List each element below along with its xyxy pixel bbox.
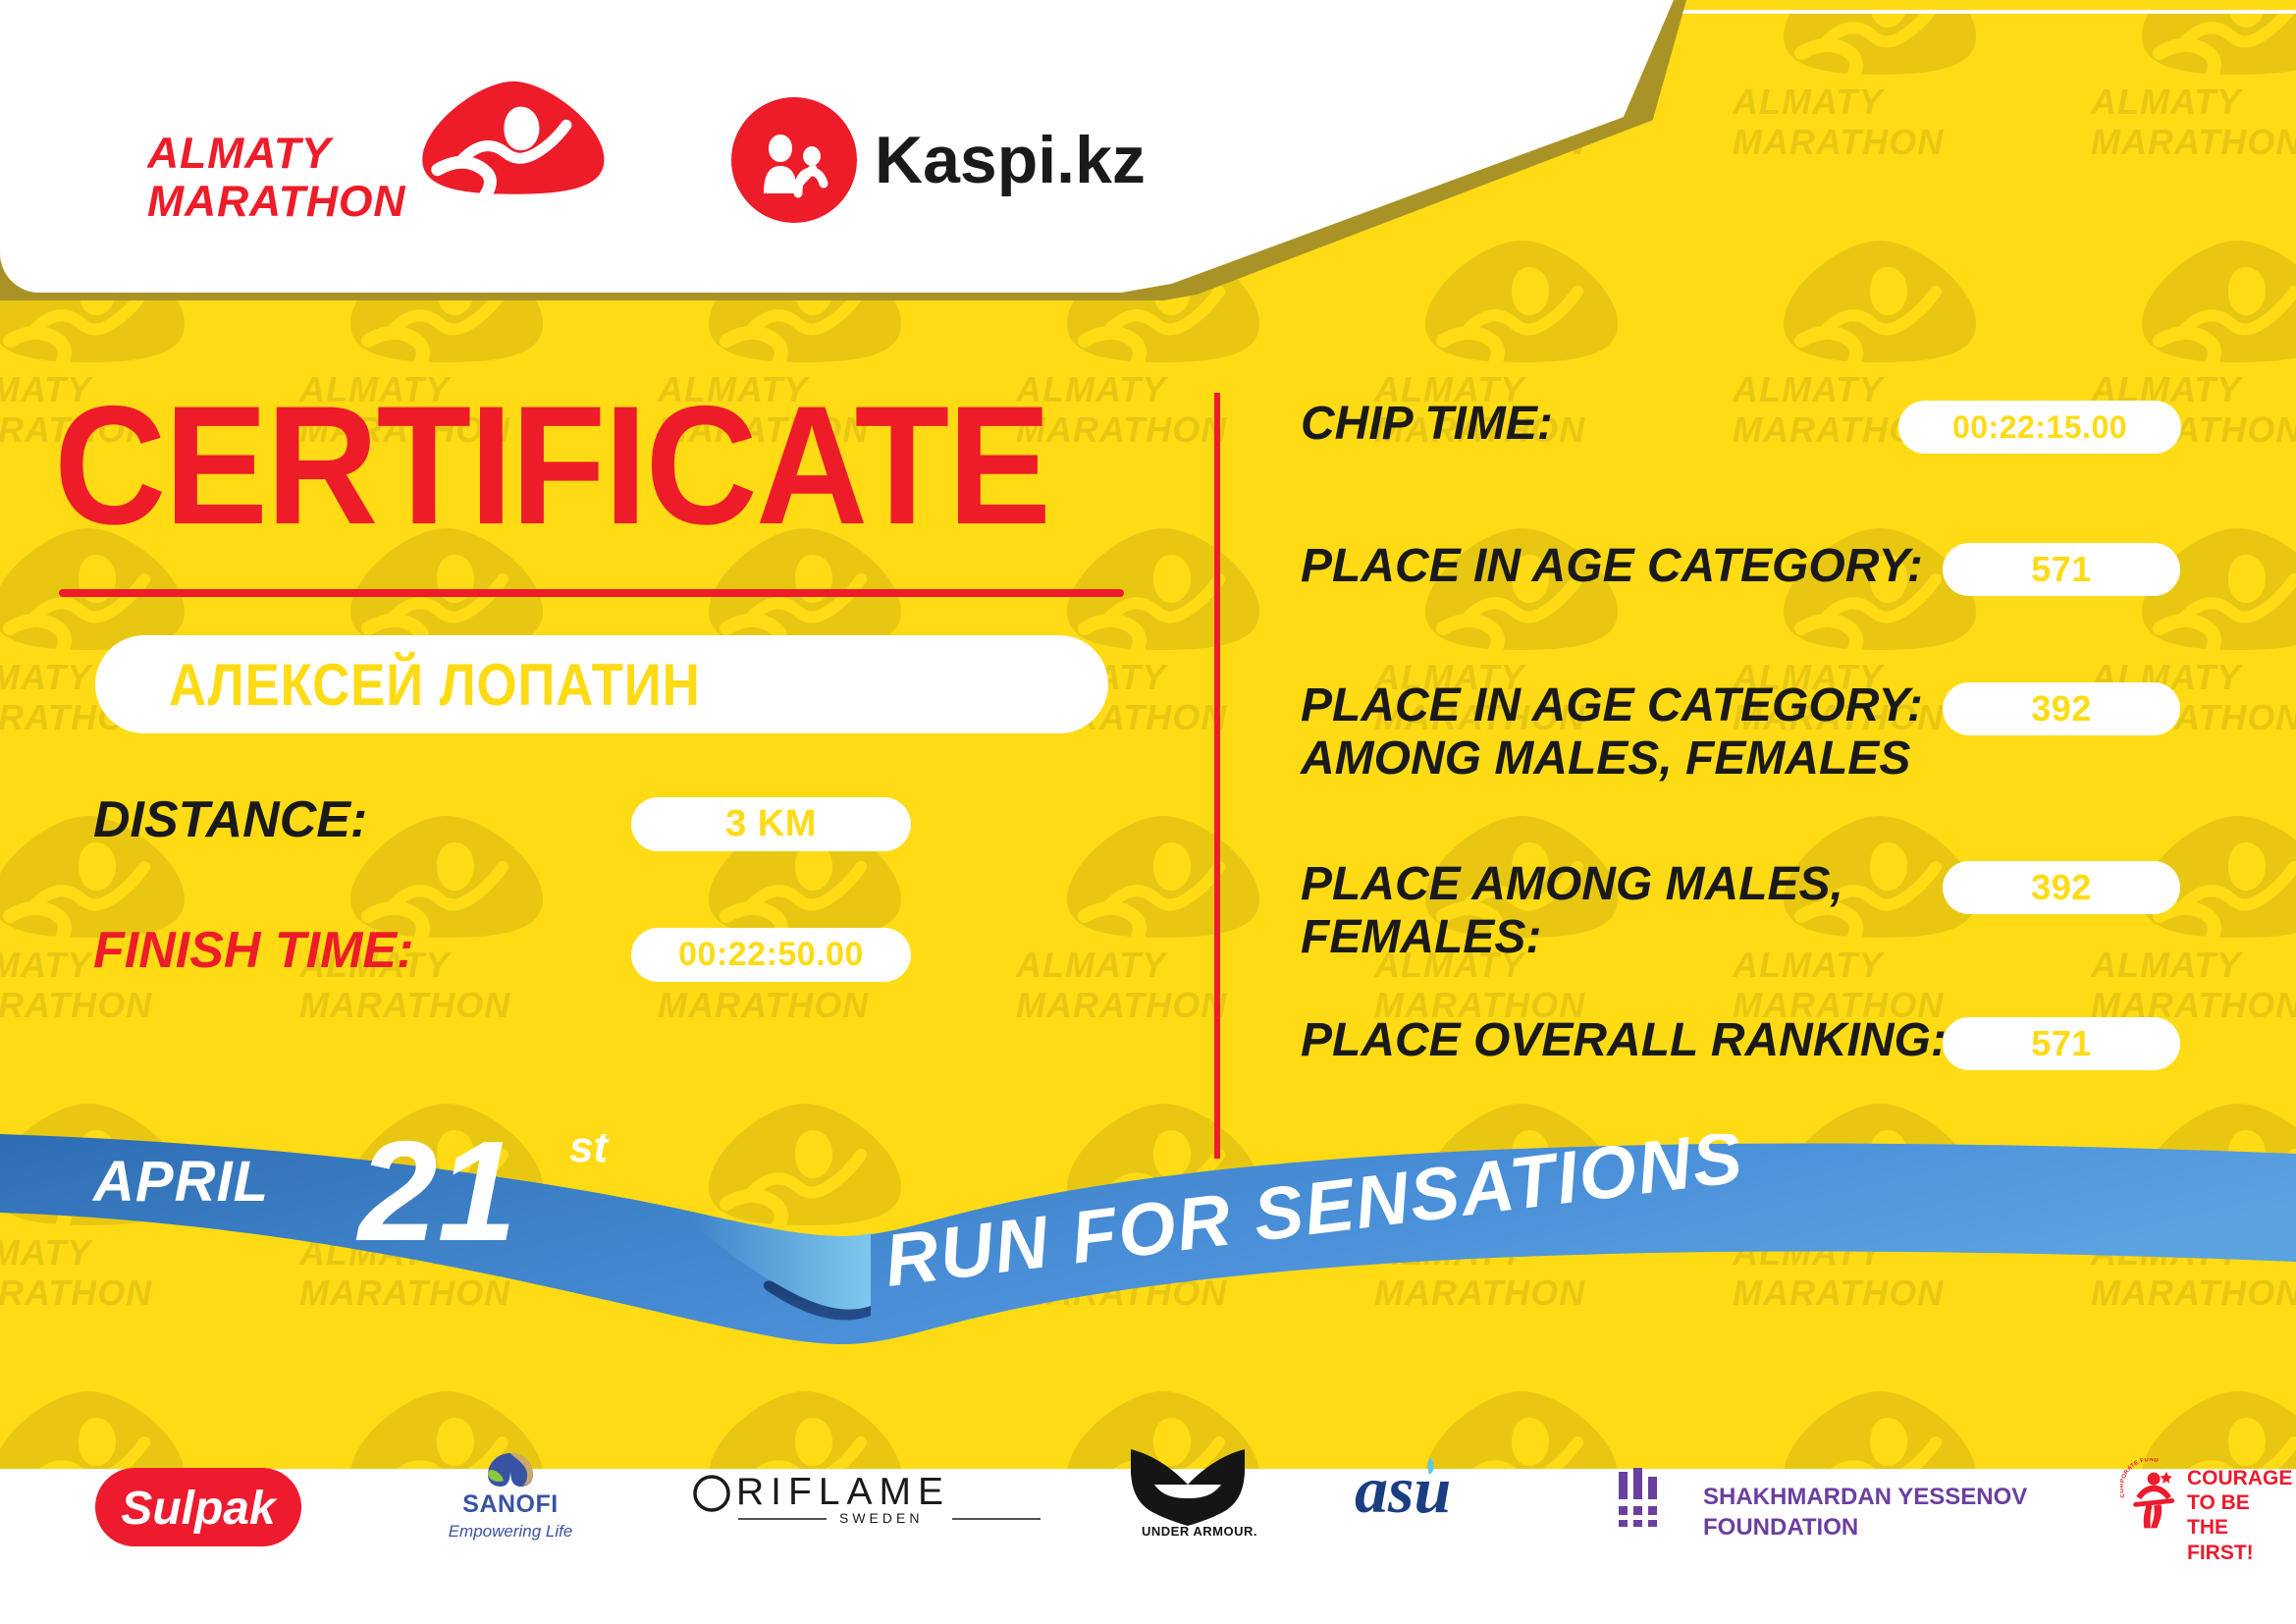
svg-text:SANOFI: SANOFI xyxy=(462,1490,558,1518)
svg-text:MARATHON: MARATHON xyxy=(147,178,405,226)
svg-text:21: 21 xyxy=(355,1134,516,1271)
svg-text:APRIL: APRIL xyxy=(91,1150,269,1214)
svg-text:SWEDEN: SWEDEN xyxy=(839,1510,923,1526)
svg-text:Sulpak: Sulpak xyxy=(121,1483,278,1535)
svg-text:ALMATY: ALMATY xyxy=(147,130,335,178)
svg-text:RIFLAME: RIFLAME xyxy=(736,1471,950,1513)
svg-text:st: st xyxy=(569,1134,610,1171)
svg-text:asu: asu xyxy=(1355,1455,1451,1527)
svg-text:Empowering Life: Empowering Life xyxy=(449,1522,573,1541)
